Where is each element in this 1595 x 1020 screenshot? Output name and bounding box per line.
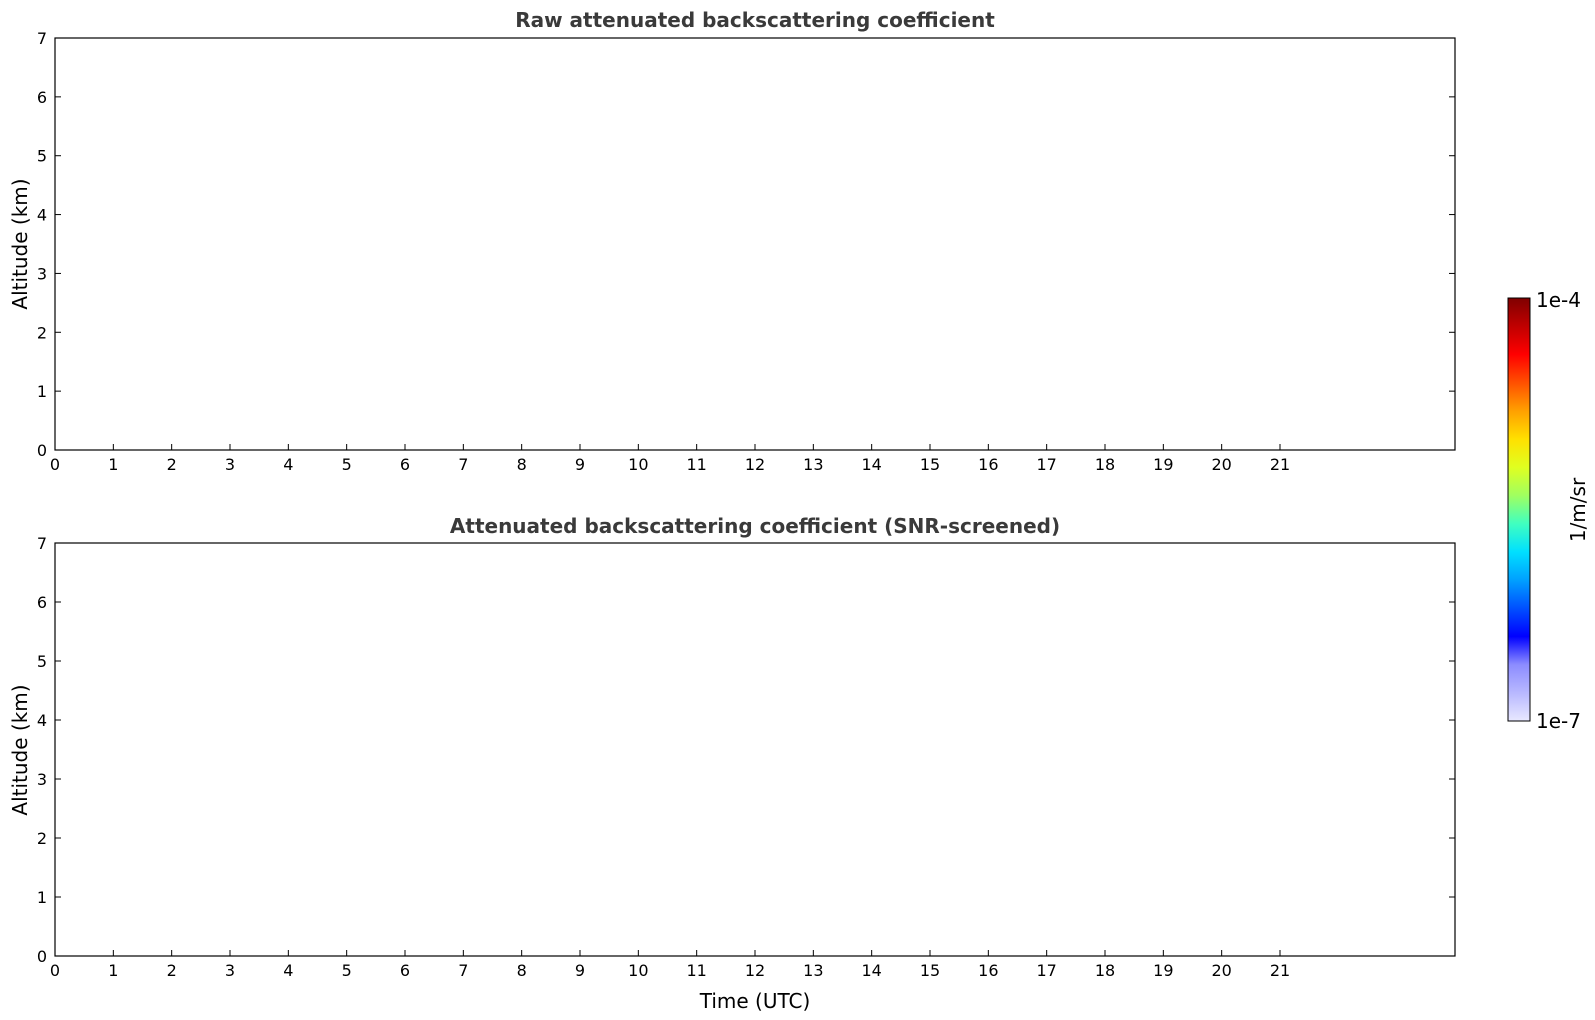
y-tick-label: 0 xyxy=(37,441,47,460)
y-tick-label: 5 xyxy=(37,652,47,671)
y-tick-label: 7 xyxy=(37,29,47,48)
x-tick-label: 1 xyxy=(108,961,118,980)
x-tick-label: 10 xyxy=(628,455,648,474)
x-tick-label: 11 xyxy=(686,455,706,474)
y-tick-label: 4 xyxy=(37,711,47,730)
x-tick-label: 21 xyxy=(1270,455,1290,474)
x-tick-label: 18 xyxy=(1095,961,1115,980)
x-tick-label: 10 xyxy=(628,961,648,980)
x-axis-screened: 0 1 2 3 4 5 6 7 8 9 10 11 12 13 14 15 16 17 18 19 20 21 xyxy=(50,950,1290,980)
x-tick-label: 17 xyxy=(1036,961,1056,980)
colorbar-min-label: 1e-7 xyxy=(1536,709,1581,733)
colorbar-unit-label: 1/m/sr xyxy=(1566,477,1590,542)
y-axis-label-raw: Altitude (km) xyxy=(8,178,32,309)
y-tick-label: 5 xyxy=(37,147,47,166)
panel-title-raw: Raw attenuated backscattering coefficien… xyxy=(515,8,995,32)
x-tick-label: 15 xyxy=(920,961,940,980)
x-tick-label: 3 xyxy=(225,455,235,474)
x-tick-label: 16 xyxy=(978,961,998,980)
x-axis-raw: 0 1 2 3 4 5 6 7 8 9 10 11 12 13 14 15 16 17 18 19 20 21 xyxy=(50,444,1290,474)
x-tick-label: 18 xyxy=(1095,455,1115,474)
x-tick-label: 21 xyxy=(1270,961,1290,980)
x-tick-label: 4 xyxy=(283,961,293,980)
panel-raw: Raw attenuated backscattering coefficien… xyxy=(8,8,1456,474)
x-tick-label: 14 xyxy=(861,961,881,980)
x-tick-label: 13 xyxy=(803,961,823,980)
y-tick-label: 1 xyxy=(37,382,47,401)
plot-frame-raw xyxy=(54,37,1456,451)
x-tick-label: 12 xyxy=(745,455,765,474)
x-tick-label: 15 xyxy=(920,455,940,474)
x-tick-label: 14 xyxy=(861,455,881,474)
x-tick-label: 9 xyxy=(575,961,585,980)
x-tick-label: 20 xyxy=(1211,455,1231,474)
panel-title-screened: Attenuated backscattering coefficient (S… xyxy=(450,514,1060,538)
plot-frame-screened xyxy=(54,542,1456,957)
x-tick-label: 1 xyxy=(108,455,118,474)
y-tick-label: 4 xyxy=(37,206,47,225)
colorbar-bar xyxy=(1507,297,1531,722)
colorbar: 1e-4 1e-7 1/m/sr xyxy=(1507,288,1590,733)
x-tick-label: 5 xyxy=(342,961,352,980)
x-tick-label: 19 xyxy=(1153,455,1173,474)
x-tick-label: 6 xyxy=(400,961,410,980)
x-tick-label: 17 xyxy=(1036,455,1056,474)
y-tick-label: 7 xyxy=(37,534,47,553)
y-axis-label-screened: Altitude (km) xyxy=(8,684,32,815)
y-axis-raw: 0 1 2 3 4 5 6 7 xyxy=(37,29,1455,460)
y-tick-label: 6 xyxy=(37,593,47,612)
x-tick-label: 13 xyxy=(803,455,823,474)
y-tick-label: 1 xyxy=(37,888,47,907)
panel-screened: Attenuated backscattering coefficient (S… xyxy=(8,514,1456,1013)
y-tick-label: 2 xyxy=(37,829,47,848)
x-tick-label: 0 xyxy=(50,961,60,980)
y-tick-label: 2 xyxy=(37,323,47,342)
x-tick-label: 19 xyxy=(1153,961,1173,980)
x-tick-label: 8 xyxy=(517,455,527,474)
x-tick-label: 9 xyxy=(575,455,585,474)
x-tick-label: 7 xyxy=(458,961,468,980)
x-tick-label: 8 xyxy=(517,961,527,980)
x-tick-label: 0 xyxy=(50,455,60,474)
x-tick-label: 7 xyxy=(458,455,468,474)
x-tick-label: 2 xyxy=(167,455,177,474)
x-tick-label: 2 xyxy=(167,961,177,980)
y-tick-label: 6 xyxy=(37,88,47,107)
y-tick-label: 0 xyxy=(37,947,47,966)
y-tick-label: 3 xyxy=(37,264,47,283)
x-axis-label: Time (UTC) xyxy=(699,989,811,1013)
x-tick-label: 16 xyxy=(978,455,998,474)
x-tick-label: 12 xyxy=(745,961,765,980)
y-tick-label: 3 xyxy=(37,770,47,789)
x-tick-label: 4 xyxy=(283,455,293,474)
x-tick-label: 5 xyxy=(342,455,352,474)
x-tick-label: 6 xyxy=(400,455,410,474)
x-tick-label: 11 xyxy=(686,961,706,980)
x-tick-label: 3 xyxy=(225,961,235,980)
colorbar-max-label: 1e-4 xyxy=(1536,288,1581,312)
y-axis-screened: 0 1 2 3 4 5 6 7 xyxy=(37,534,1455,966)
x-tick-label: 20 xyxy=(1211,961,1231,980)
